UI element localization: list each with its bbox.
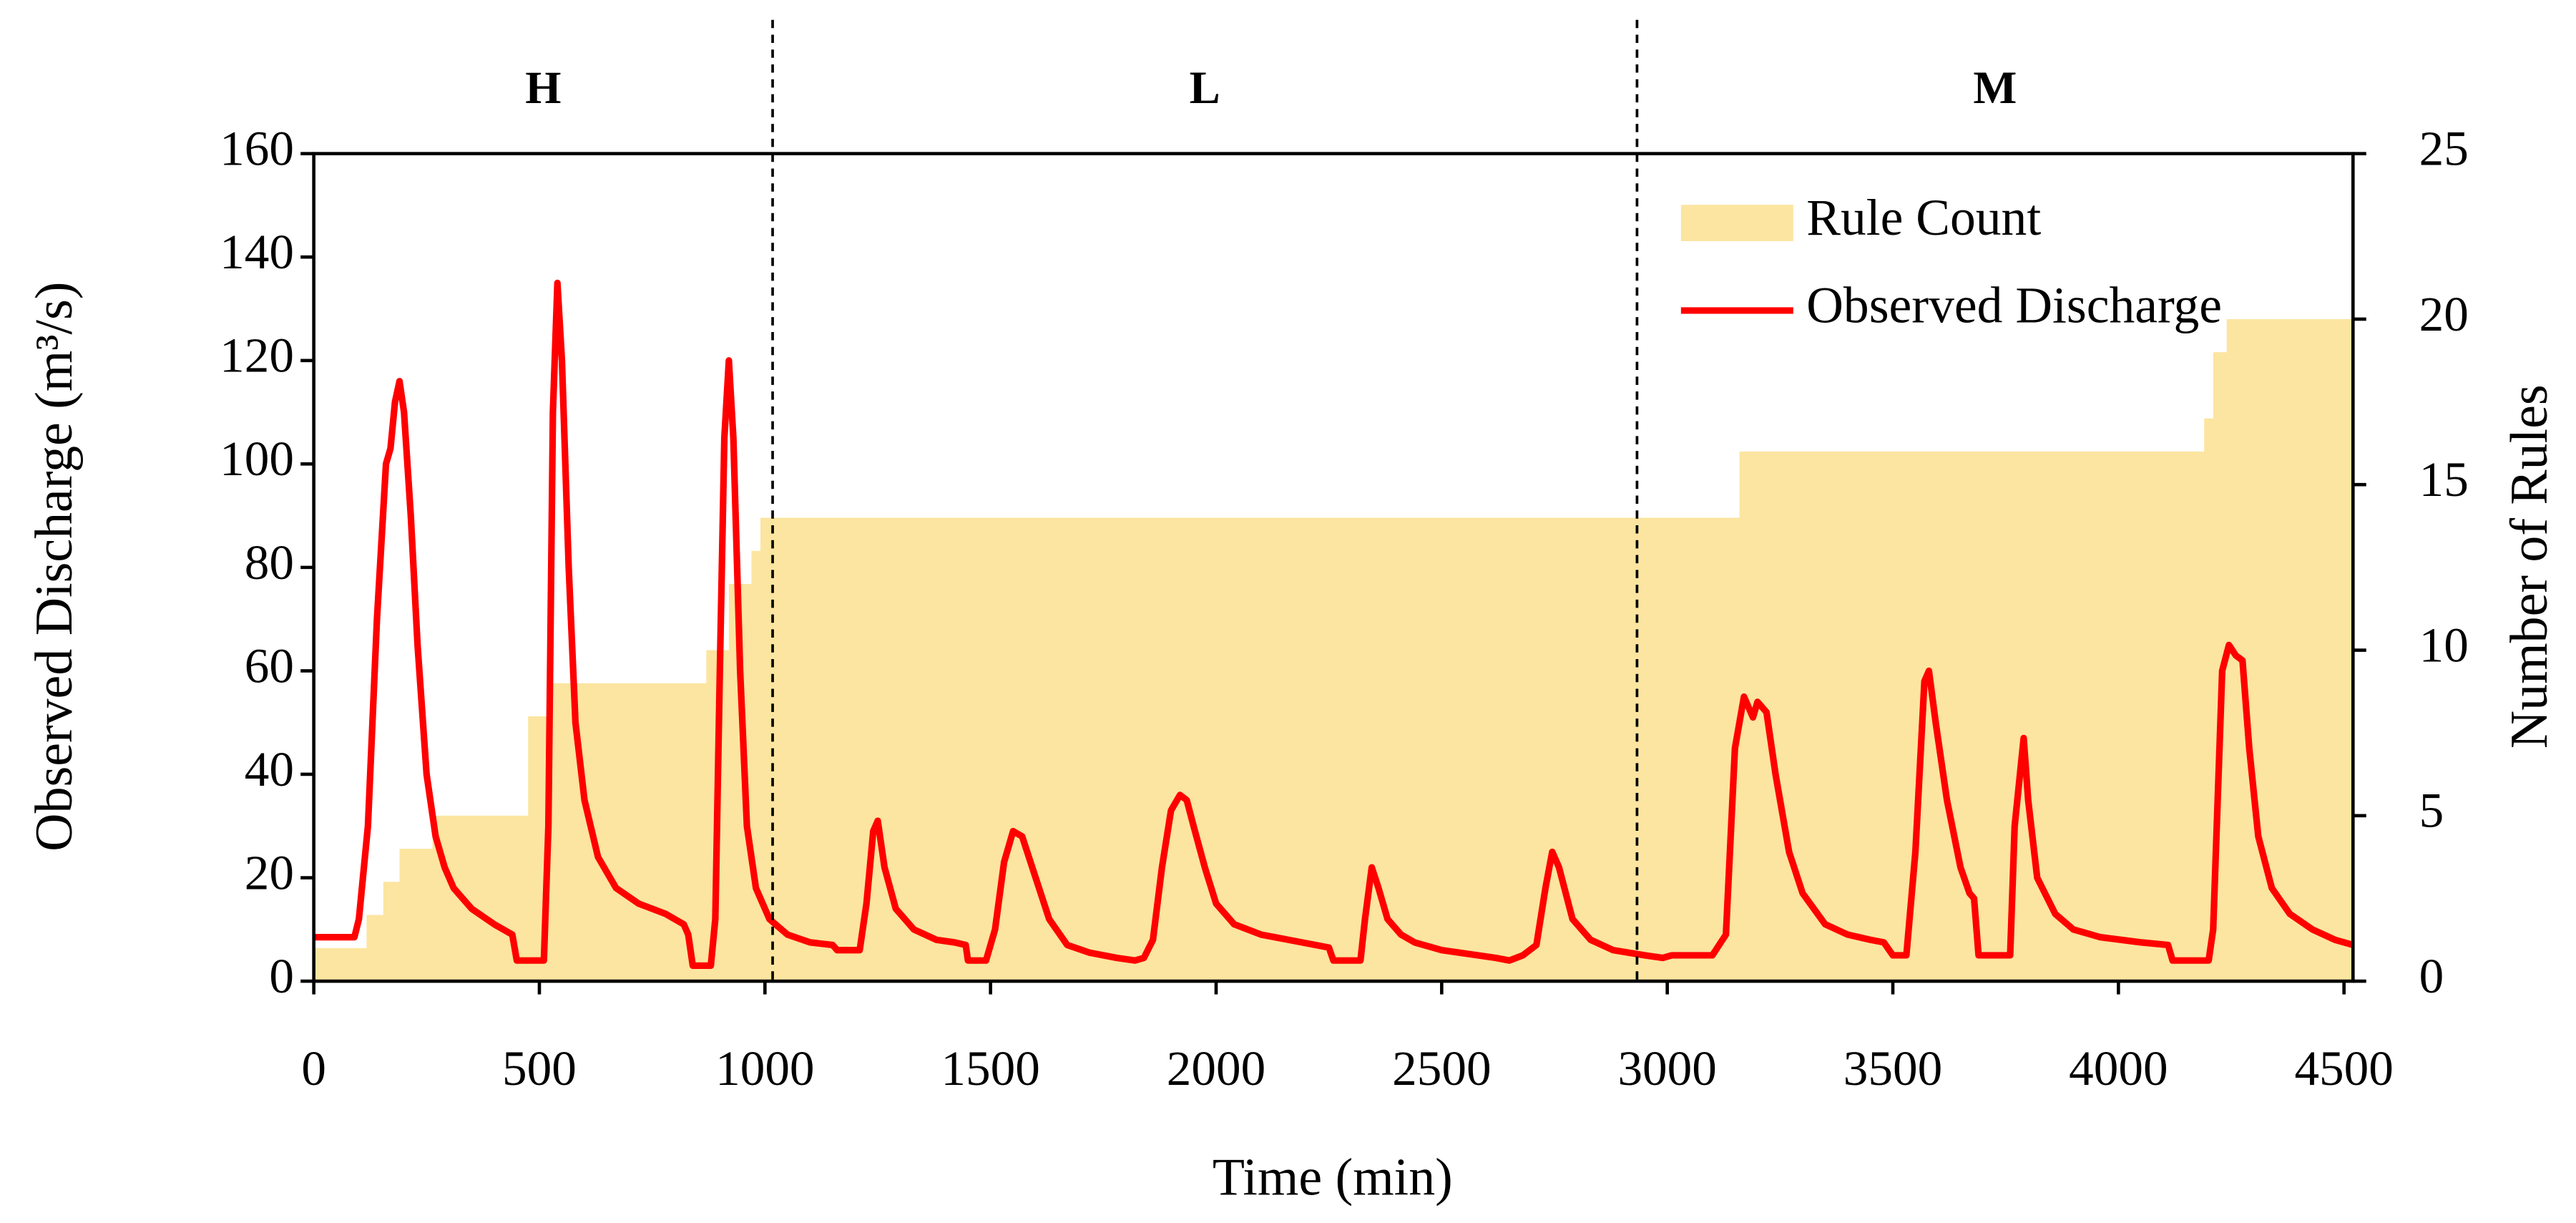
y2-tick-label: 5 [2419,783,2444,838]
y2-tick-label: 25 [2419,121,2469,176]
x-tick-label: 4000 [2069,1041,2168,1096]
y-tick-label: 40 [245,741,294,796]
rule-count-step [760,517,1740,982]
rule-count-step [2204,418,2214,982]
rule-count-step [313,947,368,982]
x-tick-label: 1500 [941,1041,1039,1096]
y2-axis-title: Number of Rules [2499,384,2558,749]
x-tick-label: 3000 [1617,1041,1716,1096]
region-label: M [1973,62,2017,113]
y-tick-label: 120 [220,328,294,383]
y2-tick-label: 15 [2419,452,2469,507]
y-tick-label: 60 [245,638,294,693]
y-tick-label: 20 [245,844,294,900]
x-tick-label: 0 [301,1041,326,1096]
y2-tick-label: 20 [2419,286,2469,341]
x-tick-label: 2500 [1392,1041,1491,1096]
region-label: H [525,62,561,113]
y-tick-label: 80 [245,535,294,590]
rule-count-step [751,550,762,982]
rule-count-step [383,882,401,982]
discharge-line [313,279,2354,970]
legend-label: Observed Discharge [1806,277,2222,333]
x-axis-title: Time (min) [1213,1148,1453,1207]
x-tick-label: 500 [502,1041,577,1096]
y-tick-label: 100 [220,431,294,486]
y2-tick-label: 10 [2419,617,2469,672]
plot-area [313,279,2354,982]
legend-swatch [1680,205,1793,241]
rule-count-step [399,849,434,982]
y-tick-label: 160 [220,121,294,176]
y2-tick-label: 0 [2419,948,2444,1003]
y-tick-label: 0 [269,948,294,1003]
y-axis-title: Observed Discharge (m³/s) [24,282,83,852]
region-label: L [1190,62,1220,113]
y-tick-label: 140 [220,224,294,279]
x-tick-label: 2000 [1167,1041,1265,1096]
x-tick-label: 1000 [715,1041,814,1096]
legend-label: Rule Count [1806,190,2041,246]
rule-count-step [366,915,384,982]
x-tick-label: 3500 [1843,1041,1942,1096]
x-tick-label: 4500 [2294,1041,2393,1096]
rule-count-step [2226,318,2354,982]
